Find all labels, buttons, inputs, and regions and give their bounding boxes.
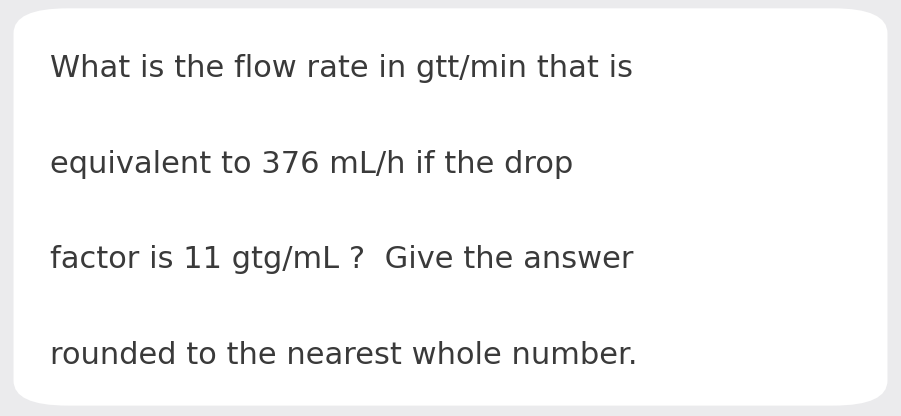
Text: equivalent to 376 mL/h if the drop: equivalent to 376 mL/h if the drop <box>50 150 573 179</box>
FancyBboxPatch shape <box>14 8 887 406</box>
Text: What is the flow rate in gtt/min that is: What is the flow rate in gtt/min that is <box>50 54 633 83</box>
Text: rounded to the nearest whole number.: rounded to the nearest whole number. <box>50 341 637 370</box>
Text: factor is 11 gtg/mL ?  Give the answer: factor is 11 gtg/mL ? Give the answer <box>50 245 633 275</box>
